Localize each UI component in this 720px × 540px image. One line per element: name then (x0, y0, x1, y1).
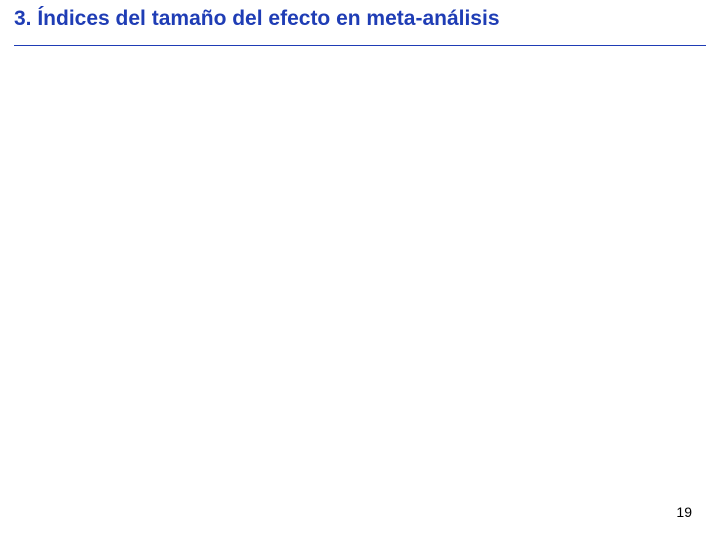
title-underline (14, 45, 706, 46)
slide-title: 3. Índices del tamaño del efecto en meta… (14, 7, 500, 31)
slide-container: 3. Índices del tamaño del efecto en meta… (0, 0, 720, 540)
page-number: 19 (676, 504, 692, 520)
